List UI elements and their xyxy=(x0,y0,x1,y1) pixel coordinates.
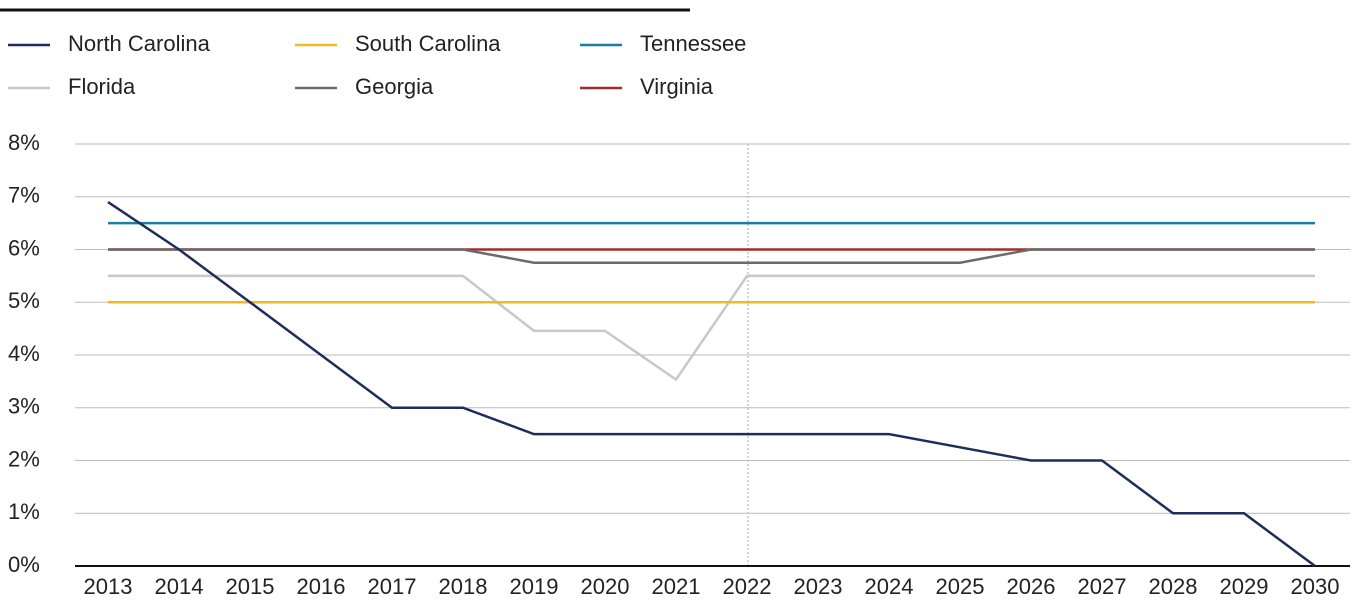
x-tick-label: 2024 xyxy=(865,574,914,599)
series-line xyxy=(108,274,1315,382)
x-tick-label: 2014 xyxy=(155,574,204,599)
y-tick-label: 8% xyxy=(8,130,40,155)
series-line xyxy=(107,200,1316,568)
y-tick-label: 3% xyxy=(8,394,40,419)
y-tick-label: 6% xyxy=(8,235,40,260)
x-tick-label: 2017 xyxy=(368,574,417,599)
x-tick-label: 2016 xyxy=(297,574,346,599)
x-tick-label: 2026 xyxy=(1007,574,1056,599)
legend-label: Tennessee xyxy=(640,31,746,56)
x-tick-label: 2028 xyxy=(1149,574,1198,599)
series-line xyxy=(108,248,1315,264)
y-tick-label: 1% xyxy=(8,499,40,524)
x-tick-label: 2020 xyxy=(581,574,630,599)
x-tick-label: 2015 xyxy=(226,574,275,599)
x-tick-label: 2025 xyxy=(936,574,985,599)
x-tick-label: 2013 xyxy=(84,574,133,599)
y-tick-label: 0% xyxy=(8,552,40,577)
legend-label: Florida xyxy=(68,74,136,99)
legend-label: North Carolina xyxy=(68,31,211,56)
x-tick-label: 2018 xyxy=(439,574,488,599)
y-tick-label: 4% xyxy=(8,341,40,366)
x-tick-label: 2023 xyxy=(794,574,843,599)
y-tick-label: 7% xyxy=(8,183,40,208)
x-tick-label: 2029 xyxy=(1220,574,1269,599)
x-tick-label: 2030 xyxy=(1291,574,1340,599)
y-tick-label: 5% xyxy=(8,288,40,313)
x-tick-label: 2027 xyxy=(1078,574,1127,599)
legend-label: Georgia xyxy=(355,74,434,99)
x-tick-label: 2022 xyxy=(723,574,772,599)
legend-label: Virginia xyxy=(640,74,714,99)
legend-label: South Carolina xyxy=(355,31,501,56)
x-tick-label: 2019 xyxy=(510,574,559,599)
x-tick-label: 2021 xyxy=(652,574,701,599)
y-tick-label: 2% xyxy=(8,446,40,471)
